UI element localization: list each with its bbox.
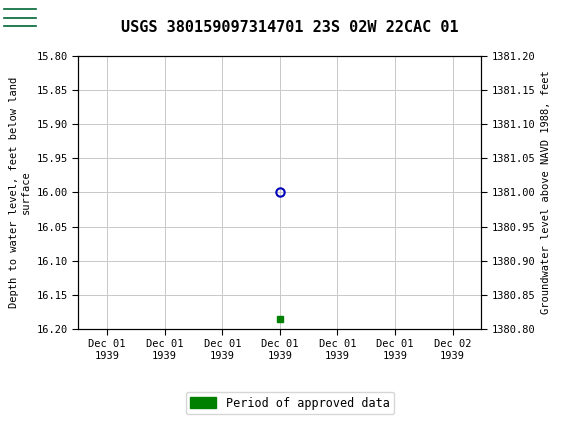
- Text: USGS 380159097314701 23S 02W 22CAC 01: USGS 380159097314701 23S 02W 22CAC 01: [121, 21, 459, 35]
- Y-axis label: Depth to water level, feet below land
surface: Depth to water level, feet below land su…: [9, 77, 31, 308]
- Legend: Period of approved data: Period of approved data: [186, 392, 394, 415]
- Y-axis label: Groundwater level above NAVD 1988, feet: Groundwater level above NAVD 1988, feet: [541, 71, 551, 314]
- Bar: [4, 3, 36, 32]
- Text: USGS: USGS: [44, 9, 99, 27]
